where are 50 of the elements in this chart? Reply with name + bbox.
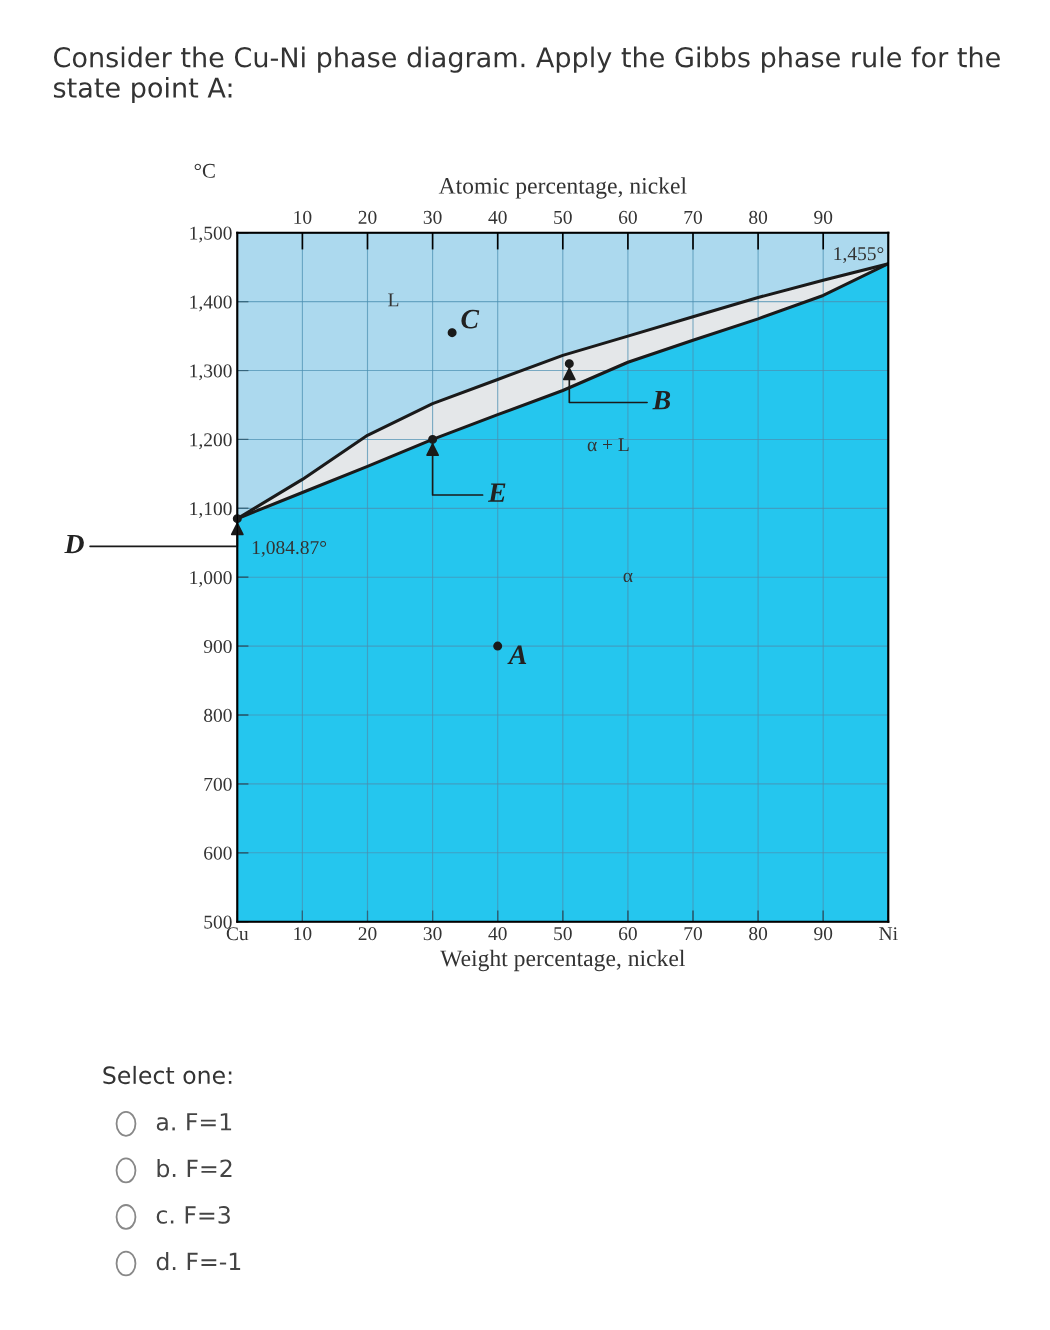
text: Select one: (103, 1065, 232, 1085)
x-tick-label: 60 (619, 927, 637, 941)
annotation: α + L (587, 438, 629, 452)
annotation: α (623, 572, 633, 583)
x-tick-label: 20 (358, 927, 377, 941)
x2-tick-label: 40 (488, 210, 507, 224)
y-tick-label: 1,100 (190, 502, 232, 519)
x-tick-label: 40 (488, 927, 507, 941)
chart-title: Consider the Cu-Ni phase diagram. Apply the Gibbs phase rule for the state point A: (53, 46, 1000, 104)
y-tick-label: 1,200 (190, 433, 232, 450)
y-axis-title: °C (194, 163, 215, 178)
text: c. F=3 (156, 1205, 230, 1224)
y-tick-label: 600 (204, 846, 232, 860)
x2-tick-label: 60 (619, 210, 637, 224)
x2-tick-label: 90 (814, 210, 833, 224)
x2-tick-label: 70 (684, 210, 702, 224)
y-tick-label: 700 (204, 777, 232, 791)
y-tick-label: 900 (203, 639, 232, 654)
annotation: A (507, 645, 527, 664)
annotation: E (487, 483, 506, 502)
x2-tick-label: 20 (358, 210, 377, 224)
x-tick-label: 10 (294, 927, 312, 941)
annotation: L (388, 293, 399, 307)
x-axis-title: Weight percentage, nickel (440, 949, 685, 972)
x-tick-label: 70 (684, 927, 702, 941)
x-tick-label: Ni (879, 927, 898, 941)
annotation: D (64, 534, 84, 554)
x2-tick-label: 10 (294, 210, 312, 224)
x2-tick-label: 30 (423, 210, 442, 224)
annotation: 1,084.87° (252, 540, 327, 557)
annotation: 1,455° (834, 247, 884, 264)
x-tick-label: 30 (423, 927, 442, 941)
annotation: C (461, 309, 480, 329)
text: d. F=-1 (156, 1252, 241, 1271)
y-tick-label: 1,300 (190, 364, 232, 381)
x-tick-label: 50 (554, 927, 572, 941)
y-tick-label: 500 (204, 915, 232, 929)
text: b. F=2 (157, 1158, 232, 1178)
x2-axis-title: Atomic percentage, nickel (438, 177, 687, 199)
y-tick-label: 1,400 (190, 295, 232, 312)
y-tick-label: 1,000 (190, 571, 232, 587)
annotation: B (652, 391, 671, 410)
x2-tick-label: 50 (554, 210, 572, 224)
x-tick-label: 80 (749, 927, 768, 941)
x-tick-label: 90 (814, 927, 833, 941)
x2-tick-label: 80 (749, 210, 768, 224)
y-tick-label: 800 (204, 708, 232, 722)
text: a. F=1 (156, 1113, 232, 1131)
x-tick-label: Cu (226, 927, 249, 941)
y-tick-label: 1,500 (190, 226, 232, 243)
